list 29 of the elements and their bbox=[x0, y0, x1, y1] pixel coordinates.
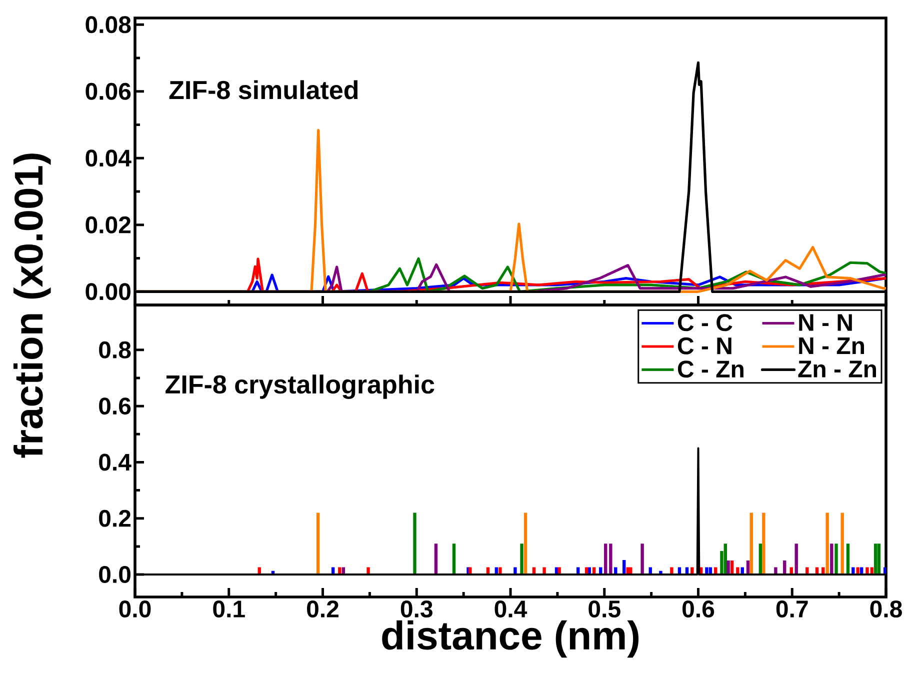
y-tick-label: 0.00 bbox=[86, 283, 130, 300]
x-tick-label: 0.1 bbox=[213, 600, 245, 618]
y-tick-label: 0.04 bbox=[86, 150, 132, 167]
y-tick-label: 0.2 bbox=[99, 510, 131, 527]
y-tick-label: 0.0 bbox=[99, 566, 130, 584]
legend-label: N - N bbox=[799, 314, 852, 331]
legend-label: C - Zn bbox=[678, 360, 744, 378]
text: ZIF-8 crystallographic bbox=[166, 374, 434, 399]
legend-label: Zn - Zn bbox=[798, 360, 876, 378]
x-tick-label: 0.8 bbox=[870, 600, 902, 618]
x-tick-label: 0.4 bbox=[494, 600, 528, 618]
x-tick-label: 0.3 bbox=[400, 600, 432, 618]
y-tick-label: 0.8 bbox=[99, 341, 131, 358]
legend-label: N - Zn bbox=[799, 337, 864, 354]
x-tick-label: 0.2 bbox=[307, 600, 338, 618]
x-axis-title: distance (nm) bbox=[382, 620, 638, 658]
y-tick-label: 0.4 bbox=[99, 454, 132, 471]
y-tick-label: 0.6 bbox=[99, 398, 131, 415]
legend-label: C - N bbox=[678, 337, 732, 354]
x-tick-label: 0.5 bbox=[588, 600, 620, 618]
x-tick-label: 0.6 bbox=[682, 600, 714, 618]
x-tick-label: 0.7 bbox=[776, 600, 808, 618]
y-tick-label: 0.06 bbox=[86, 82, 131, 100]
text: ZIF-8 simulated bbox=[169, 80, 358, 100]
y-tick-label: 0.02 bbox=[86, 216, 131, 234]
y-axis-title: fraction (x0.001) bbox=[13, 154, 51, 458]
legend-label: C - C bbox=[678, 314, 732, 332]
y-tick-label: 0.08 bbox=[86, 16, 131, 34]
x-tick-label: 0.0 bbox=[119, 600, 151, 618]
